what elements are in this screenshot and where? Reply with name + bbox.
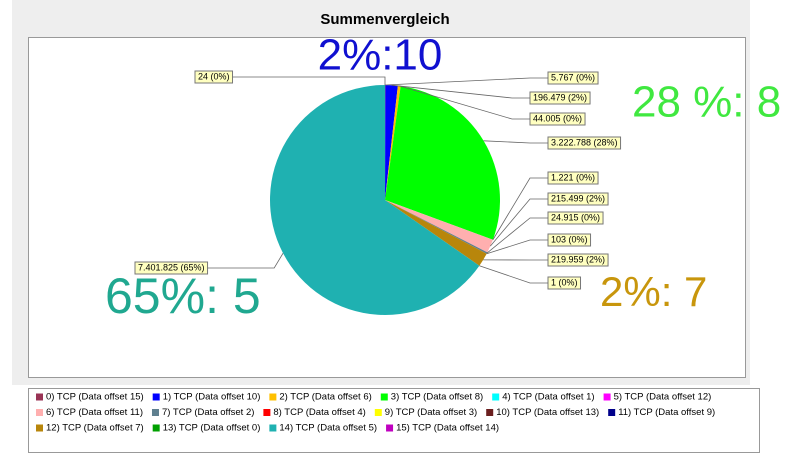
pie-slice — [385, 85, 398, 200]
label-link — [385, 77, 548, 86]
legend-swatch — [492, 393, 500, 401]
legend-label: 1) TCP (Data offset 10) — [163, 392, 261, 403]
label-link — [232, 76, 386, 86]
chart-title: Summenvergleich — [320, 11, 449, 28]
legend-label: 4) TCP (Data offset 1) — [502, 392, 594, 403]
label-link — [391, 84, 530, 99]
legend-label: 11) TCP (Data offset 9) — [618, 407, 715, 418]
legend-swatch — [263, 409, 271, 416]
label-link — [486, 239, 548, 255]
pie-slice — [385, 200, 493, 253]
legend-label: 10) TCP (Data offset 13) — [496, 407, 599, 418]
pie-slice — [385, 85, 401, 200]
slice-label: 7.401.825 (65%) — [138, 262, 205, 272]
legend-label: 5) TCP (Data offset 12) — [614, 392, 712, 403]
legend-box — [28, 388, 760, 453]
legend-label: 12) TCP (Data offset 7) — [46, 423, 144, 434]
pie-slice — [385, 200, 488, 254]
legend: 0) TCP (Data offset 15) 1) TCP (Data offs… — [36, 392, 715, 434]
legend-swatch — [36, 393, 43, 401]
legend-label: 7) TCP (Data offset 2) — [162, 407, 254, 418]
slice-label: 196.479 (2%) — [533, 92, 587, 102]
annotation: 28 %: 8 — [632, 78, 781, 127]
label-link — [399, 85, 530, 120]
pie-slice — [385, 200, 487, 254]
slice-label: 1 (0%) — [551, 277, 578, 287]
annotation: 2%: 7 — [600, 268, 707, 315]
slice-label: 24 (0%) — [198, 71, 230, 81]
slice-label: 215.499 (2%) — [551, 193, 605, 203]
slice-label: 3.222.788 (28%) — [551, 137, 618, 147]
legend-label: 0) TCP (Data offset 15) — [46, 392, 144, 403]
legend-swatch — [269, 393, 277, 401]
annotations: 2%:10 28 %: 8 65%: 5 2%: 7 — [105, 31, 781, 325]
pie — [270, 84, 500, 315]
legend-label: 2) TCP (Data offset 6) — [279, 392, 371, 403]
pie-slice — [270, 85, 480, 315]
legend-label: 9) TCP (Data offset 3) — [385, 407, 477, 418]
legend-swatch — [374, 409, 382, 416]
slice-label: 5.767 (0%) — [551, 72, 595, 82]
slice-label: 1.221 (0%) — [551, 172, 595, 182]
legend-swatch — [608, 409, 616, 416]
label-link — [492, 177, 548, 240]
pie-slice — [385, 86, 500, 240]
label-link — [483, 140, 548, 144]
legend-swatch — [380, 393, 388, 401]
legend-swatch — [269, 424, 277, 432]
legend-swatch — [603, 393, 611, 401]
pie-slice — [385, 200, 493, 240]
annotation: 65%: 5 — [105, 268, 261, 324]
legend-label: 6) TCP (Data offset 11) — [46, 407, 143, 418]
legend-label: 14) TCP (Data offset 5) — [279, 423, 377, 434]
slice-label: 219.959 (2%) — [551, 254, 605, 264]
legend-label: 15) TCP (Data offset 14) — [396, 423, 499, 434]
labels: 5.767 (0%) 196.479 (2%) 44.005 (0%) 3.222.7… — [134, 70, 622, 290]
slice-label: 103 (0%) — [551, 234, 588, 244]
slice-label: 44.005 (0%) — [533, 113, 582, 123]
pie-slice — [385, 200, 487, 266]
label-link — [479, 265, 548, 284]
annotation: 2%:10 — [318, 31, 443, 80]
legend-swatch — [36, 409, 43, 416]
label-link — [490, 198, 548, 247]
legend-swatch — [386, 424, 394, 432]
legend-swatch — [152, 393, 160, 401]
legend-swatch — [36, 424, 43, 432]
legend-label: 8) TCP (Data offset 4) — [273, 407, 365, 418]
legend-label: 3) TCP (Data offset 8) — [391, 392, 483, 403]
slice-label: 24.915 (0%) — [551, 212, 600, 222]
legend-swatch — [151, 409, 159, 416]
legend-swatch — [486, 409, 494, 416]
legend-swatch — [152, 424, 160, 432]
legend-label: 13) TCP (Data offset 0) — [163, 423, 261, 434]
label-link — [486, 217, 548, 254]
label-link — [207, 253, 284, 269]
